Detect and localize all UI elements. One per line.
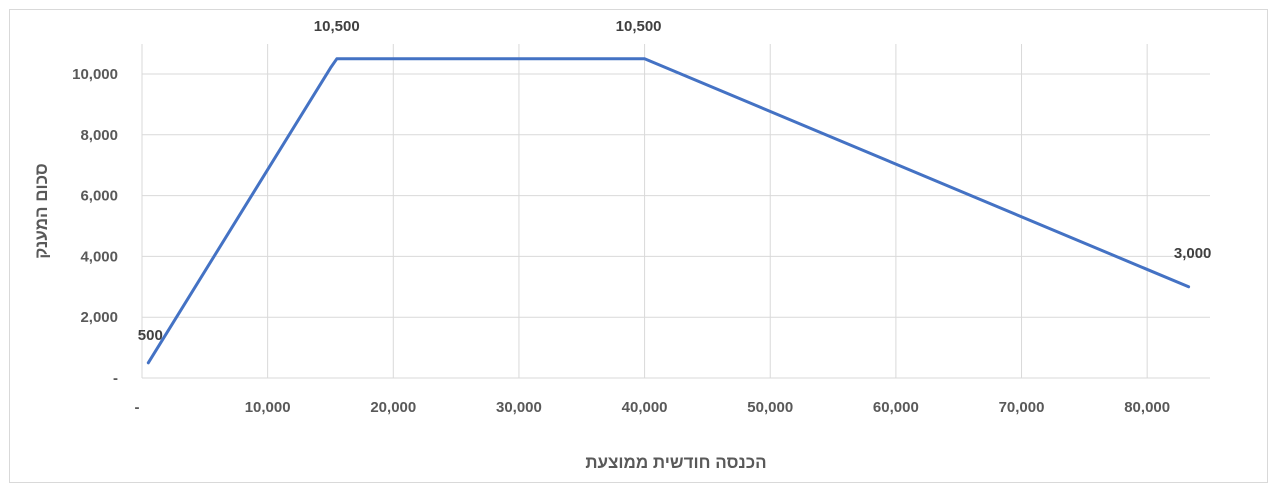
x-tick-label: 10,000: [245, 399, 291, 416]
x-tick-label: 60,000: [873, 399, 919, 416]
data-labels: 500 10,500 10,500 3,000: [138, 18, 1212, 344]
series: [146, 57, 1191, 365]
x-tick-labels: - 10,000 20,000 30,000 40,000 50,000 60,000 70,…: [135, 399, 1171, 416]
x-tick-label: -: [135, 399, 140, 416]
x-tick-label: 40,000: [622, 399, 668, 416]
y-tick-label: 8,000: [80, 127, 118, 144]
x-tick-label: 70,000: [999, 399, 1045, 416]
y-tick-label: -: [113, 370, 118, 387]
x-axis-title: הכנסה חודשית ממוצעת: [585, 453, 766, 472]
x-tick-label: 80,000: [1124, 399, 1170, 416]
axes: [141, 44, 1210, 379]
y-tick-labels: - 2,000 4,000 6,000 8,000 10,000: [72, 66, 118, 387]
data-label: 500: [138, 327, 163, 344]
data-label: 10,500: [616, 18, 662, 35]
x-tick-label: 20,000: [370, 399, 416, 416]
series-line: [146, 57, 1191, 365]
x-tick-label: 30,000: [496, 399, 542, 416]
data-label: 3,000: [1174, 245, 1212, 262]
data-label: 10,500: [314, 18, 360, 35]
y-tick-label: 2,000: [80, 309, 118, 326]
y-tick-label: 4,000: [80, 248, 118, 265]
gridlines: [142, 44, 1210, 378]
y-tick-label: 6,000: [80, 188, 118, 205]
y-tick-label: 10,000: [72, 66, 118, 83]
x-tick-label: 50,000: [747, 399, 793, 416]
y-axis-title: סכום המענק: [32, 163, 51, 258]
